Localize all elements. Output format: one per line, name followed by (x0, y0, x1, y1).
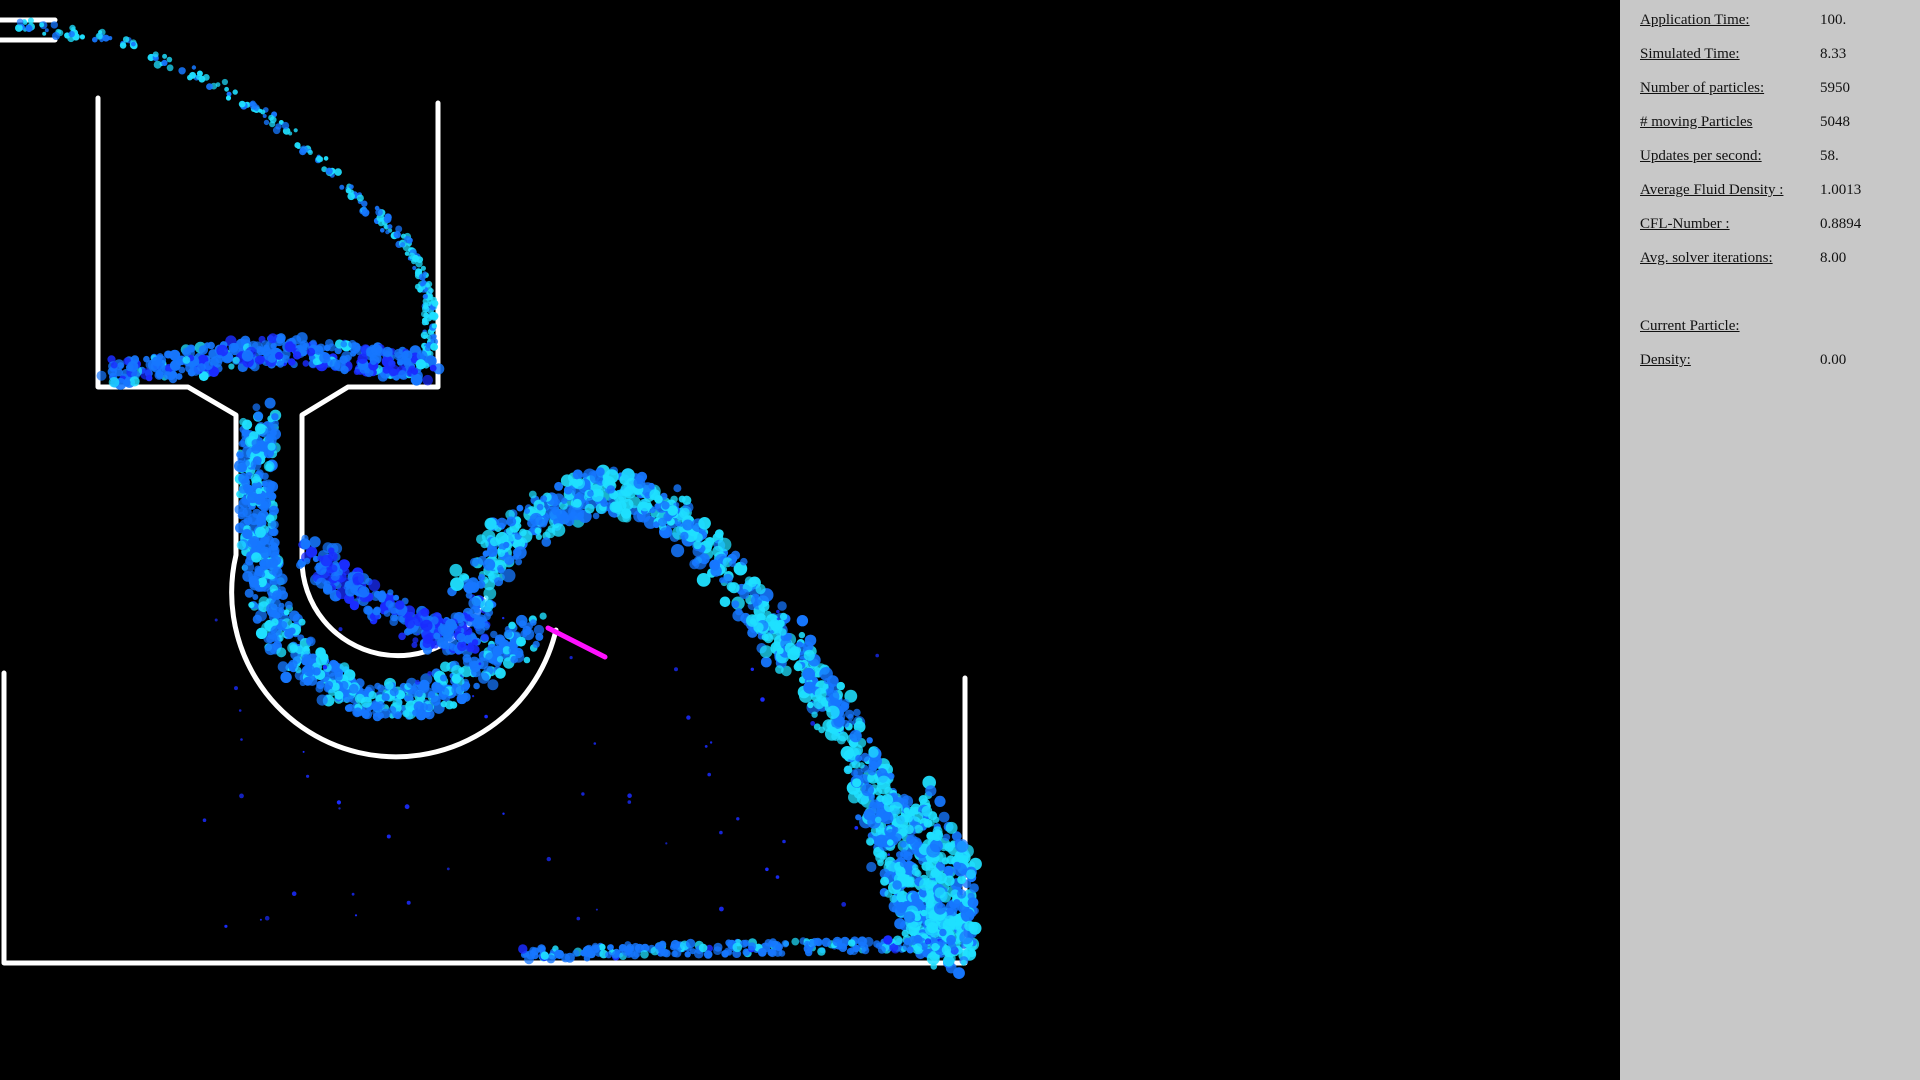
stat-label: Number of particles: (1640, 80, 1765, 96)
stat-value: 0.8894 (1820, 216, 1862, 232)
selection-marker (545, 625, 608, 660)
stat-row: Average Fluid Density : 1.0013 (1640, 180, 1910, 200)
stat-label: Application Time: (1640, 12, 1750, 28)
current-particle-heading-row: Current Particle: (1640, 316, 1910, 336)
stat-value: 5048 (1820, 114, 1850, 130)
stat-value: 1.0013 (1820, 182, 1862, 198)
info-panel: Application Time: 100. Simulated Time: 8.33… (1620, 0, 1920, 1080)
stat-value: 8.33 (1820, 46, 1847, 62)
current-density-row: Density: 0.00 (1640, 350, 1910, 370)
stat-value: 100. (1820, 12, 1847, 28)
stat-label: Updates per second: (1640, 148, 1762, 164)
stat-label: Simulated Time: (1640, 46, 1740, 62)
stat-row: Simulated Time: 8.33 (1640, 44, 1910, 64)
upper-tank-wall (95, 95, 559, 760)
simulation-viewport[interactable] (0, 0, 1620, 1080)
stat-label: Avg. solver iterations: (1640, 250, 1773, 266)
stat-row: Application Time: 100. (1640, 10, 1910, 30)
current-particle-heading: Current Particle: (1640, 318, 1740, 334)
current-density-label: Density: (1640, 352, 1691, 368)
lower-basin-wall (1, 670, 968, 966)
stat-row: Updates per second: 58. (1640, 146, 1910, 166)
stat-label: # moving Particles (1640, 114, 1753, 130)
stat-value: 58. (1820, 148, 1839, 164)
stat-row: # moving Particles 5048 (1640, 112, 1910, 132)
stat-label: CFL-Number : (1640, 216, 1730, 232)
container-walls (0, 17, 968, 966)
stat-value: 8.00 (1820, 250, 1847, 266)
stat-label: Average Fluid Density : (1640, 182, 1784, 198)
fluid-particles (15, 17, 982, 979)
simulation-canvas[interactable] (0, 0, 1620, 1080)
stat-value: 5950 (1820, 80, 1850, 96)
stat-row: Avg. solver iterations: 8.00 (1640, 248, 1910, 268)
inlet-pipe-wall (0, 17, 58, 43)
stat-row: Number of particles: 5950 (1640, 78, 1910, 98)
current-density-value: 0.00 (1820, 352, 1847, 368)
stat-row: CFL-Number : 0.8894 (1640, 214, 1910, 234)
